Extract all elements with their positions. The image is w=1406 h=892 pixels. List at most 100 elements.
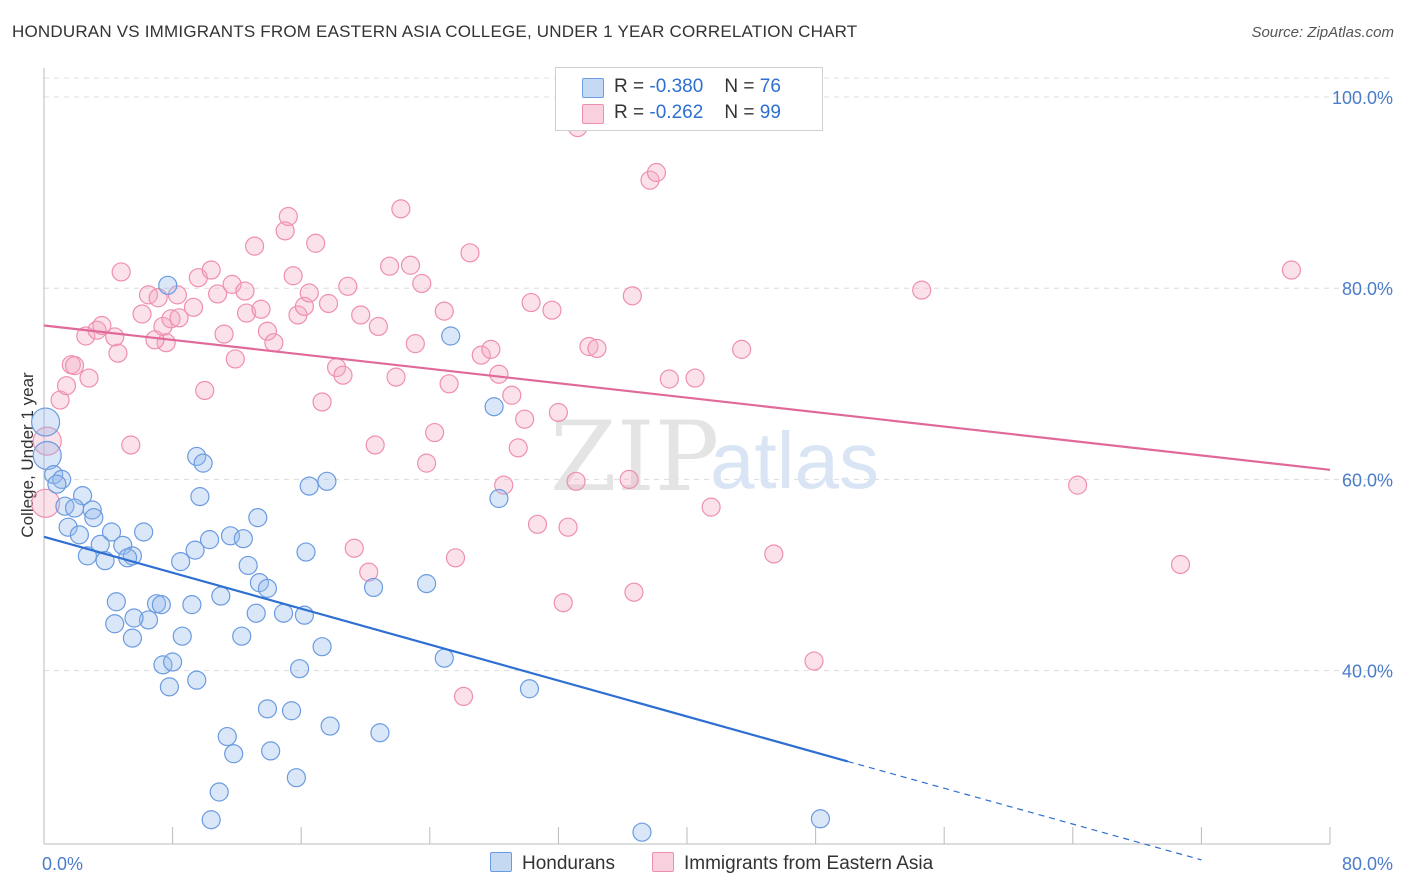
legend-n-label: N = bbox=[724, 102, 755, 123]
legend-n-value-hondurans: 76 bbox=[759, 76, 781, 97]
eastern-asia-point bbox=[558, 517, 578, 537]
eastern-asia-point bbox=[351, 305, 371, 325]
eastern-asia-point bbox=[548, 402, 569, 423]
honduran-trend-line bbox=[43, 535, 849, 763]
eastern-asia-point bbox=[208, 284, 228, 304]
eastern-asia-point bbox=[64, 356, 85, 376]
honduran-point bbox=[101, 522, 122, 542]
honduran-point bbox=[281, 701, 302, 721]
eastern-asia-point bbox=[275, 221, 295, 241]
eastern-asia-point bbox=[195, 380, 215, 401]
honduran-point bbox=[289, 659, 310, 679]
trend-lines bbox=[43, 324, 1331, 861]
eastern-asia-point bbox=[527, 514, 548, 534]
legend-n-label: N = bbox=[724, 76, 755, 97]
eastern-asia-point bbox=[471, 345, 491, 365]
honduran-point bbox=[632, 822, 652, 842]
eastern-asia-point bbox=[79, 368, 99, 388]
eastern-asia-point bbox=[624, 582, 644, 602]
y-tick-label: 40.0% bbox=[1342, 662, 1393, 682]
legend-swatch-hondurans bbox=[582, 78, 604, 98]
legend-r-label: R = bbox=[614, 76, 645, 97]
eastern-asia-point bbox=[489, 364, 509, 384]
eastern-asia-point bbox=[1170, 554, 1191, 575]
honduran-point bbox=[105, 614, 125, 634]
eastern-asia-point bbox=[264, 333, 284, 353]
honduran-point bbox=[124, 608, 144, 628]
correlation-legend: R = -0.380 N = 76 R = -0.262 N = 99 bbox=[555, 67, 823, 131]
eastern-asia-point bbox=[460, 243, 480, 263]
legend-swatch-eastern-asia bbox=[582, 104, 604, 124]
eastern-asia-point bbox=[386, 367, 406, 387]
legend-n-value-eastern-asia: 99 bbox=[759, 102, 781, 123]
eastern-asia-point bbox=[434, 301, 454, 321]
eastern-asia-point bbox=[515, 409, 535, 429]
eastern-asia-point bbox=[257, 321, 278, 341]
honduran-point bbox=[224, 744, 244, 764]
eastern-asia-point bbox=[244, 236, 265, 256]
honduran-point bbox=[84, 508, 104, 528]
honduran-point bbox=[190, 487, 210, 507]
honduran-point bbox=[299, 476, 319, 496]
honduran-point bbox=[171, 552, 191, 572]
eastern-asia-point bbox=[646, 162, 667, 183]
honduran-point bbox=[158, 275, 178, 295]
honduran-point bbox=[47, 474, 67, 494]
honduran-point bbox=[232, 626, 252, 646]
eastern-asia-point bbox=[416, 453, 437, 473]
eastern-asia-point bbox=[111, 262, 131, 282]
eastern-asia-point bbox=[235, 281, 255, 301]
honduran-point bbox=[484, 397, 504, 417]
eastern-asia-point bbox=[161, 309, 181, 329]
bottom-legend-label-eastern-asia: Immigrants from Eastern Asia bbox=[684, 853, 934, 874]
eastern-asia-point bbox=[400, 255, 421, 275]
eastern-asia-point bbox=[344, 538, 364, 558]
eastern-asia-point bbox=[445, 548, 466, 568]
eastern-asia-point bbox=[1068, 475, 1088, 495]
eastern-asia-point bbox=[108, 343, 128, 363]
bottom-legend-label-hondurans: Hondurans bbox=[522, 853, 615, 874]
eastern-asia-point bbox=[685, 368, 705, 388]
watermark: ZIP atlas bbox=[550, 401, 879, 513]
eastern-asia-point bbox=[145, 330, 165, 350]
honduran-point bbox=[201, 810, 221, 830]
eastern-asia-point bbox=[587, 338, 607, 359]
honduran-point bbox=[312, 637, 332, 657]
eastern-asia-point bbox=[132, 304, 152, 324]
honduran-point bbox=[257, 578, 278, 598]
x-tick-label-min: 0.0% bbox=[42, 854, 83, 874]
eastern-asia-point bbox=[31, 488, 61, 518]
eastern-asia-point bbox=[732, 339, 752, 359]
honduran-point bbox=[69, 525, 89, 545]
honduran-point bbox=[416, 574, 437, 594]
eastern-asia-point bbox=[579, 336, 599, 357]
eastern-asia-point bbox=[481, 339, 501, 359]
series-eastern-asia-points bbox=[31, 117, 1302, 707]
eastern-asia-point bbox=[105, 327, 125, 347]
honduran-point bbox=[199, 530, 220, 550]
honduran-point bbox=[32, 440, 62, 471]
eastern-asia-point bbox=[318, 293, 339, 314]
series-hondurans-points bbox=[31, 275, 831, 842]
y-tick-label: 80.0% bbox=[1342, 279, 1393, 299]
y-tick-label: 100.0% bbox=[1332, 88, 1393, 108]
eastern-asia-point bbox=[764, 544, 784, 564]
chart-title: HONDURAN VS IMMIGRANTS FROM EASTERN ASIA… bbox=[12, 22, 858, 41]
honduran-point bbox=[138, 610, 159, 630]
eastern-asia-point bbox=[553, 593, 573, 613]
eastern-asia-point bbox=[50, 390, 70, 410]
y-tick-labels: 40.0% 60.0% 80.0% 100.0% bbox=[1332, 88, 1393, 682]
legend-r-label: R = bbox=[614, 102, 645, 123]
eastern-asia-point bbox=[640, 170, 660, 190]
source-label: Source: ZipAtlas.com bbox=[1251, 24, 1394, 41]
honduran-point bbox=[238, 555, 258, 576]
eastern-asia-trend-line bbox=[43, 324, 1331, 471]
honduran-point bbox=[434, 648, 454, 668]
eastern-asia-point bbox=[359, 562, 379, 582]
eastern-asia-point bbox=[619, 469, 639, 489]
honduran-point bbox=[163, 652, 183, 672]
eastern-asia-point bbox=[804, 651, 824, 671]
eastern-asia-point bbox=[380, 256, 400, 276]
eastern-asia-point bbox=[283, 266, 303, 286]
